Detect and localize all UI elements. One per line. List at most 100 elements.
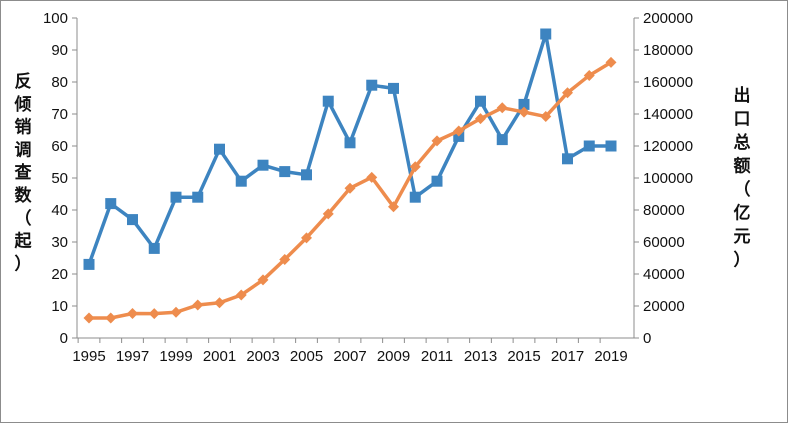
right-y-tick-label: 180000 [643, 42, 693, 59]
right-y-axis-title-char: 总 [734, 132, 751, 153]
x-tick-label: 2001 [203, 348, 236, 365]
left-y-tick-label: 70 [51, 106, 68, 123]
antidumping-point [496, 134, 508, 146]
export-point [431, 135, 443, 147]
x-tick-label: 2009 [377, 348, 410, 365]
right-y-tick-label: 140000 [643, 106, 693, 123]
x-tick-label: 2019 [594, 348, 627, 365]
left-y-tick-label: 100 [43, 10, 68, 27]
left-y-axis-title-char: 调 [15, 140, 32, 160]
export-point [83, 312, 95, 324]
x-tick-label: 2011 [421, 348, 453, 365]
left-y-tick-label: 0 [60, 330, 68, 347]
export-point [279, 253, 291, 265]
left-y-axis-title-char: 销 [15, 117, 32, 138]
antidumping-cases-line [87, 32, 611, 265]
export-point [605, 56, 617, 68]
export-point [518, 106, 530, 118]
export-point [388, 201, 399, 213]
left-y-axis-title-char: 查 [14, 162, 33, 183]
antidumping-point [301, 169, 312, 181]
series-layer [83, 28, 617, 324]
antidumping-point [279, 166, 291, 178]
export-point [540, 111, 552, 123]
export-point [105, 312, 117, 324]
antidumping-point [431, 175, 443, 187]
export-point [453, 125, 465, 137]
right-y-axis-title-char: 口 [734, 110, 751, 130]
right-y-tick-label: 80000 [643, 202, 685, 219]
export-point [583, 69, 595, 81]
antidumping-point [366, 79, 378, 91]
left-y-axis-title-char: 倾 [14, 94, 32, 115]
left-y-axis-title-char: 起 [14, 231, 33, 252]
left-y-tick-label: 80 [51, 74, 68, 91]
export-point [366, 171, 378, 183]
left-y-tick-label: 90 [51, 42, 68, 59]
right-y-axis-title-char: 额 [734, 156, 751, 177]
right-y-tick-label: 160000 [643, 74, 693, 91]
right-y-tick-label: 20000 [643, 298, 685, 315]
x-tick-label: 2005 [290, 348, 323, 365]
right-y-tick-label: 100000 [643, 170, 693, 187]
export-point [214, 297, 225, 309]
antidumping-point [148, 242, 160, 254]
x-tick-label: 2003 [246, 348, 279, 365]
right-y-tick-label: 0 [643, 330, 651, 347]
left-y-tick-label: 20 [51, 266, 68, 283]
export-point [301, 232, 312, 244]
x-tick-label: 1997 [116, 348, 149, 365]
right-y-axis-title-char: ） [734, 250, 751, 271]
x-tick-label: 1999 [159, 348, 192, 365]
left-y-tick-label: 10 [51, 298, 68, 315]
antidumping-point [105, 198, 117, 210]
right-y-tick-label: 200000 [643, 10, 693, 27]
antidumping-point [518, 98, 530, 110]
export-point [322, 208, 334, 220]
antidumping-point [235, 175, 247, 187]
right-y-tick-label: 40000 [643, 266, 685, 283]
export-point [409, 161, 421, 173]
right-y-axis-title-char: 亿 [734, 203, 751, 224]
antidumping-point [127, 214, 138, 226]
axes: 0 10 20 30 40 50 60 70 80 90 100 0 20000 40000 60000 80… [43, 10, 693, 365]
left-y-tick-label: 30 [51, 234, 68, 251]
right-y-axis-title-char: 元 [734, 227, 751, 247]
left-y-tick-label: 60 [51, 138, 68, 155]
x-tick-label: 2013 [464, 348, 497, 365]
antidumping-point [170, 191, 182, 203]
export-point [344, 182, 356, 194]
left-y-tick-label: 50 [51, 170, 68, 187]
export-point [562, 87, 573, 99]
antidumping-point [409, 191, 421, 203]
x-tick-label: 2007 [333, 348, 366, 365]
export-point [148, 308, 160, 320]
antidumping-point [214, 143, 225, 155]
right-y-tick-label: 60000 [643, 234, 685, 251]
left-y-axis-title-char: 反 [15, 72, 32, 92]
antidumping-point [605, 140, 617, 152]
left-y-axis-title-char: ） [15, 253, 32, 274]
antidumping-point [257, 159, 269, 171]
left-y-axis-title-char: 数 [15, 185, 33, 206]
x-tick-label: 1995 [72, 348, 105, 365]
left-y-tick-label: 40 [51, 202, 68, 219]
antidumping-point [83, 258, 95, 270]
antidumping-point [192, 191, 204, 203]
x-tick-label: 2015 [507, 348, 540, 365]
export-point [235, 289, 247, 301]
export-point [257, 274, 269, 286]
export-point [496, 102, 508, 114]
antidumping-point [540, 28, 552, 40]
antidumping-point [583, 140, 595, 152]
export-point [192, 299, 204, 311]
export-point [127, 308, 138, 320]
export-point [475, 113, 486, 125]
antidumping-point [475, 95, 486, 107]
antidumping-point [388, 82, 399, 94]
left-y-axis-title-char: （ [15, 208, 32, 229]
antidumping-point [344, 137, 356, 149]
